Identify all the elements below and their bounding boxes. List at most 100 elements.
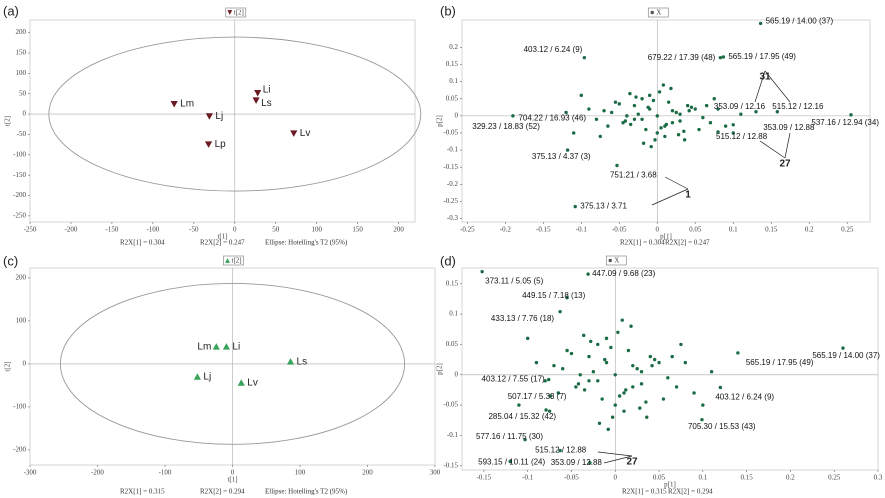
x-tick-label: 0.2 (805, 226, 814, 234)
point-annotation: 403.12 / 6.24 (9) (524, 45, 583, 54)
x-tick-label: -0.1 (576, 226, 588, 234)
point (661, 83, 666, 87)
point (650, 363, 654, 368)
y-tick-label: 0.05 (446, 340, 459, 348)
point (645, 415, 649, 419)
point (620, 318, 624, 322)
point-annotation: 285.04 / 15.32 (42) (488, 412, 556, 421)
point (631, 363, 635, 368)
point (603, 357, 607, 362)
x-tick-label: -0.2 (500, 226, 512, 234)
x-tick-label: -0.1 (522, 474, 534, 482)
labeled-point (775, 110, 780, 114)
point (655, 131, 659, 135)
point (661, 397, 666, 401)
point (657, 90, 662, 94)
y-tick-label: -100 (13, 403, 26, 411)
point-annotation: 515.12 / 12.88 (716, 132, 768, 141)
legend-marker (227, 10, 233, 15)
x-tick-label: 0.1 (729, 226, 738, 234)
x-tick-label: 0.3 (874, 474, 883, 482)
x-tick-label: 0.05 (689, 226, 702, 234)
point (204, 141, 213, 148)
point-label: Ls (261, 98, 272, 109)
point (709, 370, 714, 374)
plot-frame (461, 267, 879, 471)
legend-marker (225, 258, 230, 263)
labeled-point (721, 55, 726, 59)
legend-marker (608, 258, 612, 263)
point (640, 117, 644, 121)
x-tick-label: 0.2 (786, 474, 795, 482)
point (252, 97, 260, 104)
point (587, 379, 591, 383)
point (676, 132, 681, 137)
point (701, 403, 705, 407)
point (692, 391, 696, 395)
x-tick-label: 50 (272, 226, 280, 234)
x-tick-label: -200 (91, 469, 104, 477)
point (569, 351, 574, 356)
point (254, 90, 262, 97)
x-tick-label: 100 (295, 469, 306, 477)
y-tick-label: 200 (16, 274, 27, 282)
point-annotation: 577.16 / 11.75 (30) (476, 432, 543, 441)
point-annotation: 751.21 / 3.68 (610, 171, 657, 180)
point (670, 121, 675, 125)
point-label: Lv (247, 377, 258, 388)
y-tick-label: -0.3 (447, 214, 459, 222)
footer-note: Ellipse: Hotelling's T2 (95%) (265, 488, 348, 496)
point (701, 115, 705, 120)
point (237, 379, 245, 386)
y-tick-label: -0.2 (447, 180, 459, 188)
point-annotation: 433.13 / 7.76 (18) (491, 314, 554, 323)
panel-label: (c) (3, 253, 18, 268)
point (587, 107, 591, 111)
callout-label: 31 (759, 72, 771, 83)
x-axis-label: t[1] (227, 476, 237, 484)
hotelling-ellipse (59, 283, 406, 445)
footer-note: R2X[1] = 0.304 (120, 239, 165, 247)
y-tick-label: 0.1 (449, 77, 458, 85)
x-tick-label: 300 (430, 469, 441, 477)
plot-frame (29, 19, 416, 223)
point (683, 360, 688, 365)
point (679, 342, 683, 347)
legend-box (647, 7, 669, 18)
point (670, 354, 674, 359)
point (628, 91, 632, 96)
labeled-point (480, 269, 484, 274)
y-tick-label: 0.15 (446, 60, 459, 68)
point (631, 385, 635, 389)
point-label: Lp (215, 139, 227, 150)
point (647, 93, 652, 98)
point (576, 382, 581, 386)
point (648, 354, 652, 359)
point-annotation: 705.30 / 15.53 (43) (688, 422, 756, 431)
point (591, 370, 596, 374)
point-annotation: 515.12 / 12.16 (772, 102, 824, 111)
point (638, 406, 642, 410)
labeled-point (731, 123, 735, 127)
point (623, 119, 628, 123)
point (578, 373, 582, 377)
point-annotation: 329.23 / 18.83 (52) (472, 122, 540, 131)
y-axis-label: p[2] (436, 115, 444, 127)
point (517, 403, 521, 407)
point (723, 124, 728, 128)
point-annotation: 507.17 / 5.33 (7) (508, 392, 567, 401)
point (653, 138, 657, 142)
point (574, 385, 578, 389)
point (604, 336, 609, 341)
y-tick-label: -0.25 (443, 197, 458, 205)
point (649, 144, 653, 149)
footer-note: Ellipse: Hotelling's T2 (95%) (265, 239, 348, 247)
point (644, 400, 648, 404)
point (640, 97, 644, 101)
point (693, 107, 697, 111)
labeled-point (700, 417, 704, 422)
y-tick-label: -0.15 (443, 163, 458, 171)
point (674, 110, 678, 115)
point (626, 348, 631, 353)
point (610, 415, 615, 419)
